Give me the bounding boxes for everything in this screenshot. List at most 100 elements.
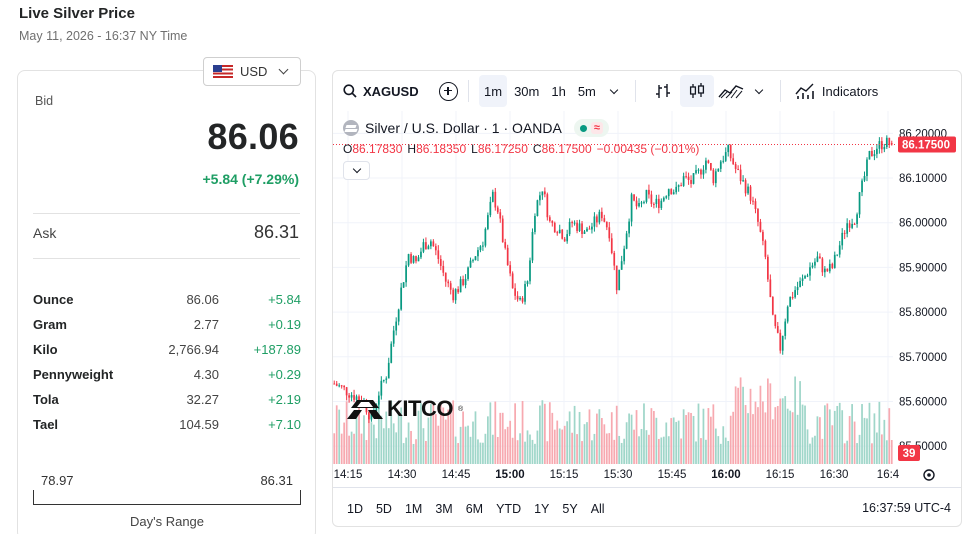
unit-value: 104.59 <box>179 417 219 432</box>
candle-body <box>581 223 583 234</box>
candle-body <box>749 186 752 201</box>
candle-body <box>620 261 623 270</box>
candle-body <box>588 228 591 230</box>
range-all-button[interactable]: All <box>590 502 605 516</box>
area-style-button[interactable] <box>714 75 748 107</box>
bar-chart-style-button[interactable] <box>646 75 680 107</box>
volume-bar <box>509 420 512 464</box>
candle-body <box>685 176 687 178</box>
volume-bar <box>722 426 725 464</box>
indicators-button[interactable]: Indicators <box>795 82 878 100</box>
range-5y-button[interactable]: 5Y <box>562 502 578 516</box>
candle-body <box>333 383 336 385</box>
candle-body <box>846 223 849 234</box>
candle-body <box>841 232 844 246</box>
intervals-dropdown-chevron-icon[interactable] <box>609 85 619 94</box>
toolbar-separator <box>779 80 781 102</box>
volume-bar <box>412 443 415 464</box>
candle-body <box>558 229 561 234</box>
candle-body <box>385 378 388 380</box>
range-3m-button[interactable]: 3M <box>435 502 453 516</box>
volume-bar <box>705 439 707 464</box>
compare-symbol-plus-icon[interactable] <box>439 81 458 101</box>
price-chart[interactable]: 86.2000086.1000086.0000085.9000085.80000… <box>333 111 962 487</box>
candle-body <box>670 189 673 195</box>
kitco-wordmark: KITCO <box>387 396 453 421</box>
volume-bar <box>856 443 858 464</box>
candles-style-button[interactable] <box>679 75 714 107</box>
interval-1m[interactable]: 1m <box>479 75 508 107</box>
market-status-pill[interactable]: ≈ <box>573 119 609 137</box>
legend-collapse-button[interactable] <box>343 161 370 180</box>
volume-bar <box>529 434 531 464</box>
volume-bar <box>464 426 467 464</box>
candle-body <box>771 297 774 315</box>
candle-body <box>764 240 767 257</box>
candle-body <box>759 221 762 232</box>
volume-bar <box>482 442 484 464</box>
candle-body <box>657 198 660 208</box>
unit-change: +7.10 <box>268 417 301 432</box>
chart-style-dropdown-chevron-icon[interactable] <box>754 85 764 94</box>
candle-body <box>885 137 888 148</box>
range-6m-button[interactable]: 6M <box>465 502 484 516</box>
range-1y-button[interactable]: 1Y <box>534 502 550 516</box>
volume-bar <box>635 410 638 464</box>
volume-bar <box>358 403 360 464</box>
candle-body <box>806 275 809 277</box>
volume-bar <box>345 401 348 464</box>
volume-bar <box>437 425 440 464</box>
bars-style-icon <box>655 84 670 98</box>
low-value: 86.17250 <box>477 142 528 156</box>
candle-body <box>442 265 445 273</box>
candle-body <box>484 228 487 246</box>
range-1m-button[interactable]: 1M <box>404 502 423 516</box>
candle-body <box>794 290 796 298</box>
candle-body <box>739 169 742 182</box>
volume-bar <box>848 416 851 464</box>
candle-body <box>677 185 680 187</box>
volume-bar <box>625 422 628 464</box>
volume-bar <box>526 430 529 464</box>
range-1d-button[interactable]: 1D <box>347 502 363 516</box>
quote-panel <box>17 70 316 534</box>
candle-body <box>608 227 611 239</box>
days-range-low: 78.97 <box>41 473 74 488</box>
volume-bar <box>742 386 744 464</box>
volume-bar <box>442 407 445 464</box>
volume-bar <box>484 433 487 464</box>
interval-5m[interactable]: 5m <box>577 83 596 99</box>
x-tick-label: 14:45 <box>442 469 471 481</box>
candle-body <box>729 144 732 159</box>
volume-bar <box>387 428 390 464</box>
unit-change: +0.19 <box>268 317 301 332</box>
volume-bar <box>662 436 665 464</box>
candle-body <box>452 289 455 301</box>
x-tick-label: 14:30 <box>388 469 417 481</box>
volume-bar <box>838 402 841 464</box>
range-ytd-button[interactable]: YTD <box>496 502 522 516</box>
ask-label: Ask <box>33 225 57 241</box>
volume-bar <box>504 429 507 464</box>
volume-bar <box>596 413 598 464</box>
range-5d-button[interactable]: 5D <box>375 502 392 516</box>
volume-bar <box>350 431 353 464</box>
volume-bar <box>695 441 697 464</box>
candle-body <box>491 191 494 202</box>
candle-body <box>427 246 430 250</box>
volume-bar <box>710 416 712 464</box>
data-delay-waves-icon: ≈ <box>590 122 603 134</box>
candle-body <box>340 385 343 387</box>
candle-body <box>603 218 606 222</box>
volume-bar <box>680 438 683 464</box>
candle-body <box>791 297 794 299</box>
interval-1h[interactable]: 1h <box>551 83 566 99</box>
interval-30m[interactable]: 30m <box>514 83 540 99</box>
candle-body <box>568 221 571 235</box>
volume-bar <box>459 426 462 464</box>
currency-select[interactable]: USD <box>203 57 301 86</box>
x-tick-label: 15:00 <box>495 469 524 481</box>
symbol-search[interactable]: XAGUSD <box>343 84 439 99</box>
candle-body <box>737 168 739 170</box>
volume-bar <box>685 415 687 464</box>
